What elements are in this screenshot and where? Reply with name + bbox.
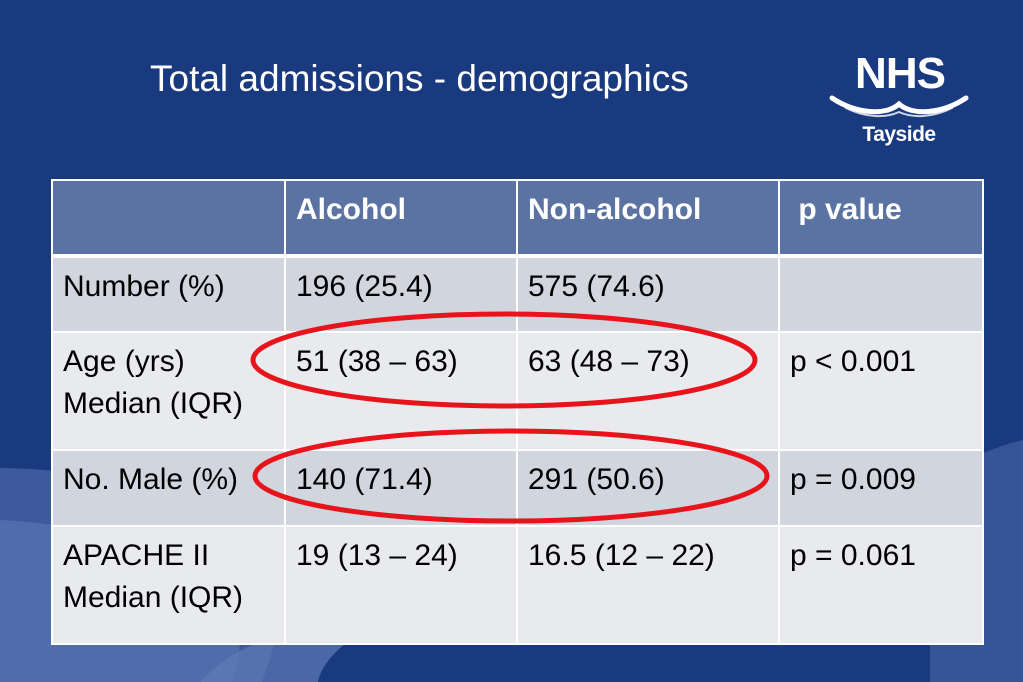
header-cell-blank xyxy=(51,179,286,258)
table-cell: 291 (50.6) xyxy=(516,449,780,527)
slide-title: Total admissions - demographics xyxy=(150,58,689,99)
table-cell xyxy=(778,255,984,333)
nhs-tayside-logo: NHS Tayside xyxy=(826,48,972,152)
logo-tayside-text: Tayside xyxy=(862,123,936,146)
header-cell-non-alcohol: Non-alcohol xyxy=(516,179,780,258)
logo-nhs-text: NHS xyxy=(855,49,946,98)
demographics-table: Alcohol Non-alcohol p value Number (%) 1… xyxy=(51,179,984,645)
table-cell: 63 (48 – 73) xyxy=(516,331,780,451)
table-row: Age (yrs) Median (IQR) 51 (38 – 63) 63 (… xyxy=(51,331,984,451)
table-row: APACHE II Median (IQR) 19 (13 – 24) 16.5… xyxy=(51,525,984,645)
logo-swoosh-icon xyxy=(829,95,969,118)
header-cell-p-value: p value xyxy=(778,179,984,258)
table-cell: p = 0.009 xyxy=(778,449,984,527)
header-cell-alcohol: Alcohol xyxy=(284,179,518,258)
table-cell: p < 0.001 xyxy=(778,331,984,451)
table-header-row: Alcohol Non-alcohol p value xyxy=(51,179,984,258)
table-cell: p = 0.061 xyxy=(778,525,984,645)
table-cell: 196 (25.4) xyxy=(284,255,518,333)
table-cell: 19 (13 – 24) xyxy=(284,525,518,645)
table-cell: 575 (74.6) xyxy=(516,255,780,333)
table-cell: 16.5 (12 – 22) xyxy=(516,525,780,645)
table-row: Number (%) 196 (25.4) 575 (74.6) xyxy=(51,255,984,333)
row-label: Number (%) xyxy=(51,255,286,333)
table-cell: 140 (71.4) xyxy=(284,449,518,527)
row-label: APACHE II Median (IQR) xyxy=(51,525,286,645)
row-label: No. Male (%) xyxy=(51,449,286,527)
table-cell: 51 (38 – 63) xyxy=(284,331,518,451)
row-label: Age (yrs) Median (IQR) xyxy=(51,331,286,451)
table-row: No. Male (%) 140 (71.4) 291 (50.6) p = 0… xyxy=(51,449,984,527)
